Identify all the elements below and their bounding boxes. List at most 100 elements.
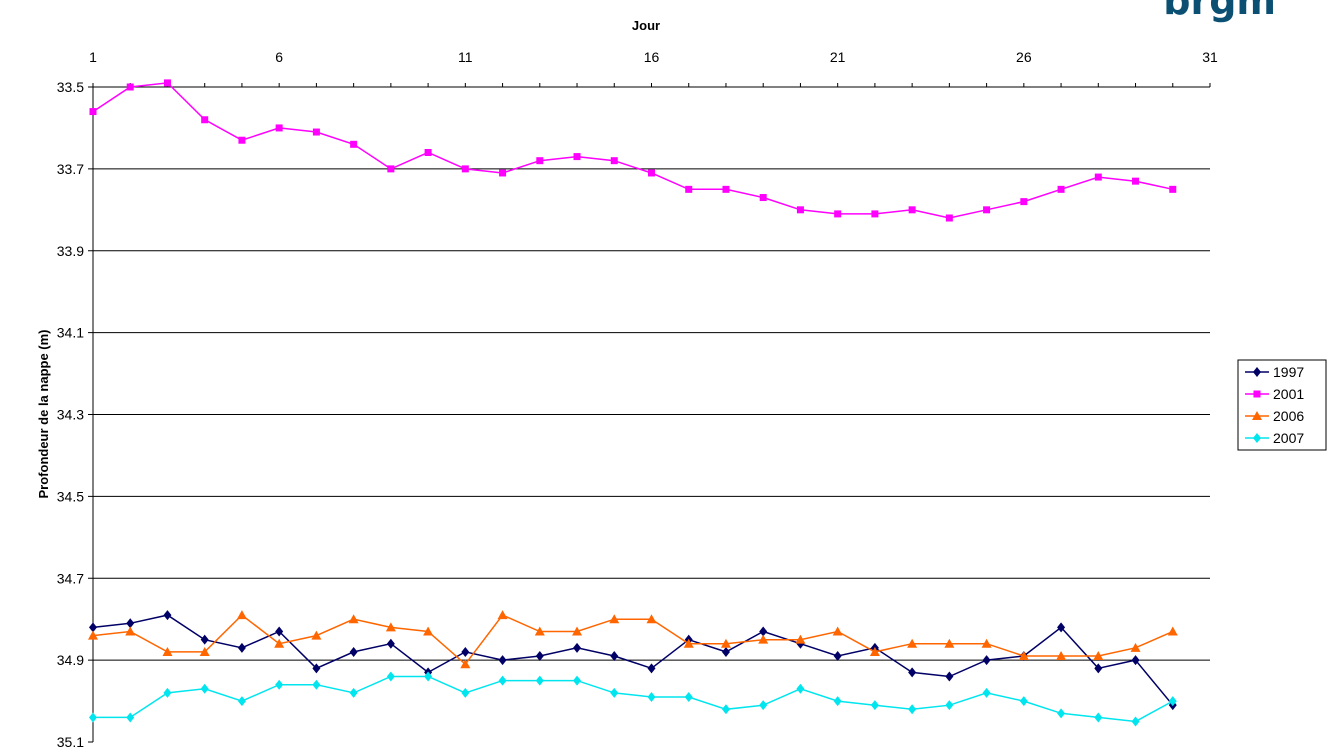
legend-label: 2007	[1273, 430, 1304, 446]
y-tick-label: 33.9	[57, 243, 84, 259]
data-point	[312, 128, 320, 136]
data-point	[908, 704, 917, 715]
data-point	[311, 630, 322, 640]
series-2007	[89, 671, 1177, 727]
data-point	[721, 704, 730, 715]
legend-marker	[1253, 367, 1261, 377]
data-point	[275, 679, 284, 690]
data-point	[163, 687, 172, 698]
data-point	[981, 638, 992, 648]
y-tick-label: 34.7	[57, 570, 84, 586]
data-point	[1057, 185, 1065, 193]
data-point	[1093, 651, 1104, 661]
y-axis-title: Profondeur de la nappe (m)	[36, 329, 51, 498]
data-point	[1167, 626, 1178, 636]
data-point	[1131, 716, 1140, 727]
data-point	[163, 610, 172, 621]
data-point	[274, 638, 285, 648]
data-point	[312, 663, 321, 674]
data-point	[237, 642, 246, 653]
data-point	[720, 638, 731, 648]
data-point	[535, 675, 544, 686]
data-point	[684, 691, 693, 702]
data-point	[348, 614, 359, 624]
data-point	[1056, 651, 1067, 661]
data-point	[349, 646, 358, 657]
y-tick-label: 34.9	[57, 652, 84, 668]
data-point	[275, 626, 284, 637]
data-point	[424, 149, 432, 156]
data-point	[162, 646, 173, 656]
data-point	[759, 194, 767, 202]
data-point	[1019, 696, 1028, 707]
legend-label: 2006	[1273, 408, 1304, 424]
data-point	[832, 626, 843, 636]
series-2001	[89, 79, 1177, 222]
data-point	[1131, 655, 1140, 666]
data-point	[759, 700, 768, 711]
data-point	[387, 165, 395, 173]
data-point	[683, 638, 694, 648]
legend-box	[1237, 359, 1327, 451]
data-point	[238, 136, 246, 144]
data-point	[199, 646, 210, 656]
data-point	[908, 667, 917, 678]
data-point	[237, 696, 246, 707]
data-point	[1130, 642, 1141, 652]
data-point	[1132, 177, 1140, 185]
data-point	[610, 687, 619, 698]
data-point	[796, 683, 805, 694]
legend-item: 2001	[1245, 386, 1304, 402]
series-2006	[88, 610, 1178, 669]
data-point	[1020, 198, 1028, 206]
data-point	[908, 206, 916, 214]
data-point	[498, 655, 507, 666]
data-point	[1169, 185, 1177, 193]
data-point	[461, 687, 470, 698]
data-point	[275, 124, 283, 132]
axes: 33.533.733.934.134.334.534.734.935.11 6 11…	[57, 49, 1218, 747]
data-point	[535, 651, 544, 662]
data-point	[573, 675, 582, 686]
data-point	[1057, 708, 1066, 719]
data-point	[536, 157, 544, 165]
x-tick-label: 21	[830, 49, 846, 65]
data-point	[646, 614, 657, 624]
data-point	[945, 671, 954, 682]
brgm-logo: brgm	[1163, 0, 1276, 23]
series-line	[93, 675, 1174, 723]
y-tick-label: 33.5	[57, 79, 84, 95]
legend-label: 2001	[1273, 386, 1304, 402]
y-tick-label: 33.7	[57, 161, 84, 177]
data-point	[722, 185, 730, 193]
data-point	[461, 646, 470, 657]
data-point	[758, 634, 769, 644]
data-point	[1094, 173, 1102, 181]
legend-label: 1997	[1273, 364, 1304, 380]
data-point	[685, 185, 693, 193]
data-point	[573, 642, 582, 653]
data-point	[200, 634, 209, 645]
data-point	[870, 700, 879, 711]
legend-marker	[1252, 411, 1262, 420]
data-point	[200, 683, 209, 694]
data-point	[201, 116, 209, 124]
data-point	[460, 659, 471, 669]
data-point	[648, 169, 655, 177]
y-tick-label: 34.5	[57, 488, 84, 504]
legend-item: 2007	[1245, 430, 1304, 446]
data-point	[497, 610, 508, 620]
data-point	[833, 696, 842, 707]
series-line	[92, 614, 1174, 706]
legend-item: 2006	[1245, 408, 1304, 424]
data-point	[423, 626, 434, 636]
legend-marker	[1253, 390, 1261, 398]
y-tick-label: 34.1	[57, 325, 84, 341]
data-point	[721, 646, 730, 657]
legend-item: 1997	[1245, 364, 1304, 380]
x-tick-label: 16	[644, 49, 660, 65]
data-point	[796, 206, 804, 214]
y-tick-label: 35.1	[57, 734, 84, 747]
x-tick-label: 11	[458, 49, 473, 65]
